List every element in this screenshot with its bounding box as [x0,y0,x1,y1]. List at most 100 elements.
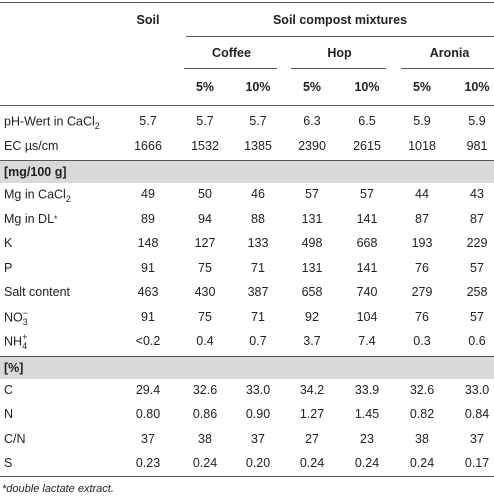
cell: 29.4 [135,382,161,397]
footnote: *double lactate extract. [2,482,114,495]
row-label: pH-Wert in CaCl 2 [4,113,100,131]
cell: 94 [198,211,212,226]
rule [401,68,494,69]
label-text: Salt content [4,285,71,299]
label-text: NH [4,334,23,349]
cell: 0.24 [409,456,435,470]
cell: 668 [356,236,378,250]
label-text: NO [4,309,23,324]
label-sub: 3 [22,316,28,327]
cell: 3.7 [303,334,321,348]
label-text: S [4,456,13,470]
section-label: [mg/100 g] [4,165,67,179]
cell: 33.9 [354,382,380,397]
cell: 430 [194,285,216,299]
cell: 57 [470,260,484,275]
label-sup: * [54,213,58,224]
cell: 32.6 [192,382,218,397]
cell: 2615 [353,138,381,153]
cell: 43 [470,187,484,201]
cell: 0.24 [299,456,325,470]
cell: 44 [415,187,429,201]
cell: 1385 [244,138,272,153]
cell: 87 [470,211,484,226]
cell: 1.45 [354,407,380,421]
cell: 37 [141,431,155,446]
row-label: C/N [4,431,26,447]
cell: 104 [356,309,378,324]
section-band [0,355,494,379]
cell: 0.3 [413,334,431,348]
cell: 740 [356,285,378,299]
cell: 71 [251,309,265,324]
label-text: Mg in DL [4,211,55,226]
percent-header: 5% [412,80,432,94]
cell: 0.20 [245,456,271,470]
label-scripts: −3 [22,307,29,327]
cell: 57 [305,187,319,201]
cell: 91 [141,309,155,324]
cell: 23 [360,431,374,446]
percent-header: 5% [302,80,322,94]
cell: 50 [198,187,212,201]
cell: 0.84 [464,407,490,421]
row-label: N [4,406,13,422]
cell: 38 [198,431,212,446]
section-band [0,160,494,183]
cell: 0.24 [192,456,218,470]
cell: 37 [470,431,484,446]
cell: 5.9 [468,114,486,128]
row-label: Mg in CaCl 2 [4,186,71,204]
cell: 1532 [191,138,219,153]
label-text: EC µs/cm [4,138,59,153]
row-label: EC µs/cm [4,138,58,154]
row-label: C [4,382,13,398]
cell: 2390 [298,138,326,153]
cell: 193 [411,236,433,250]
group-header: Hop [327,46,352,60]
percent-header: 5% [195,80,215,94]
cell: 131 [301,211,323,226]
cell: 92 [305,309,319,324]
label-text: pH-Wert in CaCl [4,114,95,129]
cell: 91 [141,260,155,275]
label-text: Mg in CaCl [4,187,66,202]
rule [0,2,494,3]
cell: 5.7 [139,114,157,128]
label-scripts: 2 [66,186,71,204]
cell: 981 [466,138,488,153]
cell: 5.7 [196,114,214,128]
cell: 27 [305,431,319,446]
cell: 1018 [408,138,436,153]
cell: 0.6 [468,334,486,348]
label-sup: + [22,332,28,342]
cell: 88 [251,211,265,226]
label-scripts: +4 [22,333,27,351]
cell: 33.0 [245,382,271,397]
row-label: Mg in DL * [4,211,58,227]
group-header: Coffee [212,46,251,60]
cell: 0.86 [192,407,218,421]
rule [186,36,494,37]
cell: 57 [470,309,484,324]
percent-header: 10% [245,80,271,94]
cell: 148 [137,236,159,250]
cell: <0.2 [135,334,161,348]
row-label: K [4,235,12,251]
cell: 71 [251,260,265,275]
row-label: Salt content [4,284,70,300]
cell: 89 [141,211,155,226]
row-label: P [4,260,12,276]
cell: 387 [247,285,269,299]
cell: 76 [415,260,429,275]
cell: 5.7 [249,114,267,128]
cell: 57 [360,187,374,201]
cell: 229 [466,236,488,250]
label-sup: − [22,307,29,318]
cell: 127 [194,236,216,250]
row-label: NH +4 [4,333,27,351]
cell: 658 [301,285,323,299]
cell: 32.6 [409,382,435,397]
header-mixtures: Soil compost mixtures [272,13,408,27]
cell: 463 [137,285,159,299]
